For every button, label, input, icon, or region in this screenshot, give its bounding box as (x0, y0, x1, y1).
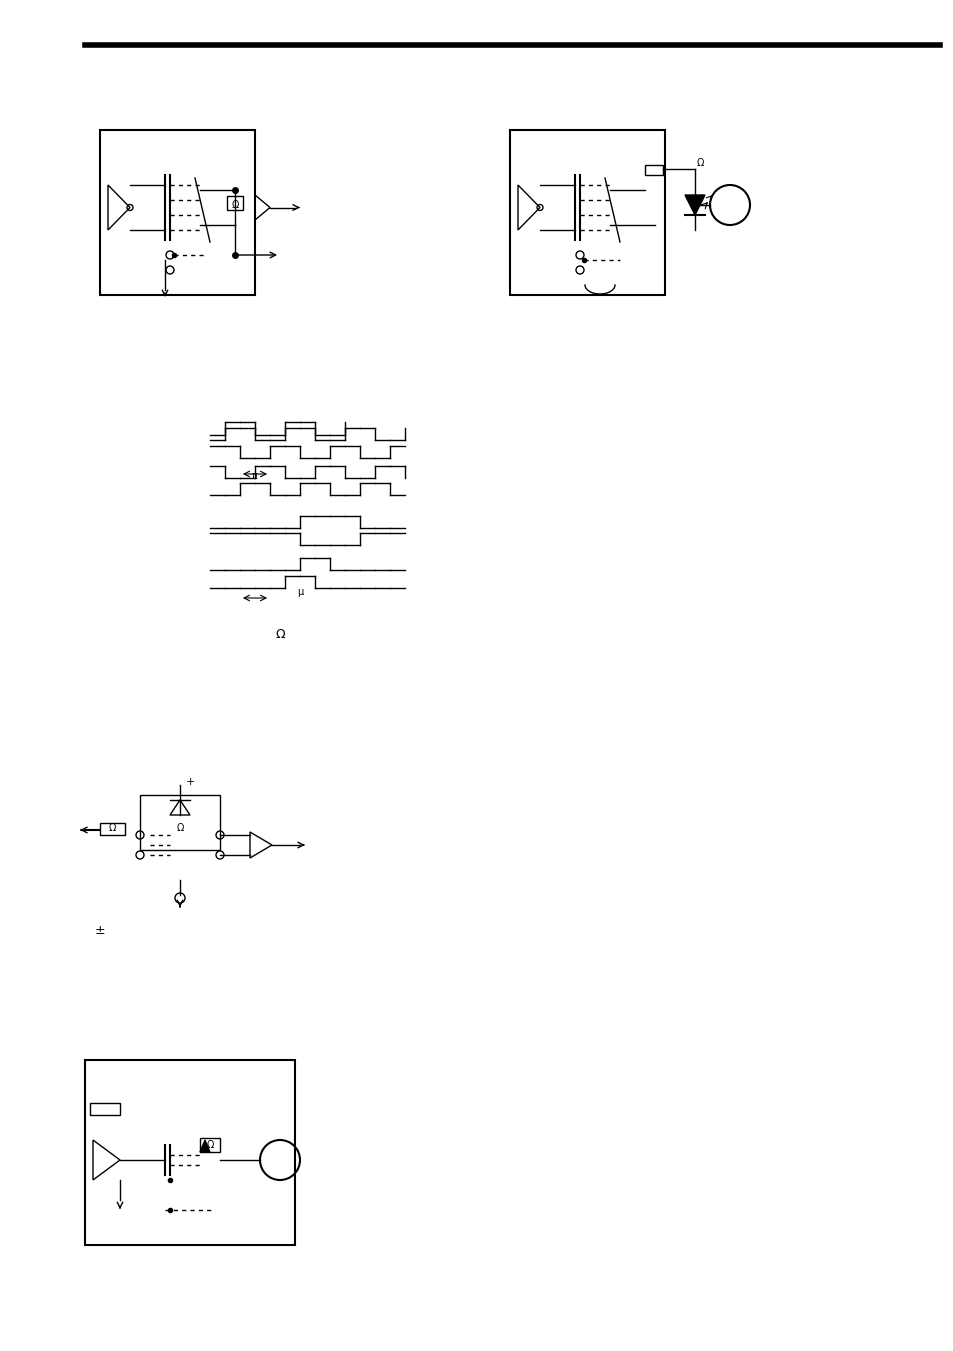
Bar (100, 823, 125, 835)
Bar (227, 196, 243, 209)
Bar (510, 130, 664, 295)
Text: Ω: Ω (274, 628, 285, 642)
Bar (644, 165, 662, 176)
Bar (200, 1138, 220, 1152)
Bar (90, 1102, 120, 1115)
Text: Ω: Ω (206, 1140, 213, 1150)
Text: π: π (252, 471, 257, 481)
Bar (140, 794, 220, 850)
Bar (100, 130, 254, 295)
Text: Ω: Ω (176, 823, 184, 834)
Bar (85, 1061, 294, 1246)
Text: Ω: Ω (696, 158, 703, 168)
Text: ±: ± (95, 924, 106, 936)
Text: +: + (185, 777, 194, 788)
Polygon shape (684, 195, 704, 215)
Text: μ: μ (296, 586, 303, 597)
Text: Ω: Ω (109, 823, 115, 834)
Polygon shape (200, 1140, 210, 1152)
Text: Ω: Ω (231, 200, 238, 209)
